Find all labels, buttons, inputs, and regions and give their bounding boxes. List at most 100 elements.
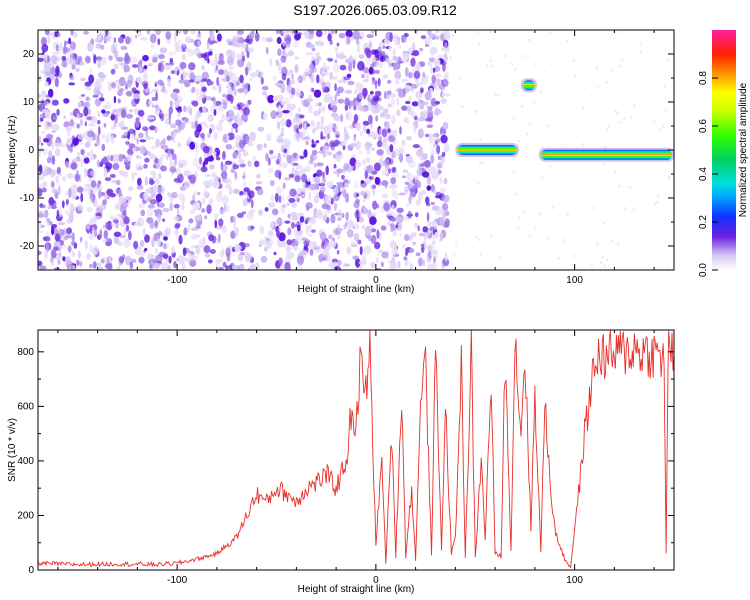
- heatmap-speckle: [204, 215, 208, 220]
- heatmap-speckle: [441, 90, 445, 99]
- heatmap-speckle: [418, 232, 426, 237]
- heatmap-speckle: [233, 118, 238, 124]
- heatmap-speckle: [103, 123, 107, 128]
- heatmap-speckle: [151, 97, 156, 101]
- heatmap-speckle: [297, 212, 304, 217]
- heatmap-speckle: [262, 112, 268, 121]
- heatmap-speckle: [364, 170, 368, 179]
- heatmap-speckle: [426, 175, 432, 185]
- heatmap-speckle: [185, 36, 192, 44]
- heatmap-speckle: [522, 210, 526, 214]
- heatmap-speckle: [301, 136, 307, 141]
- heatmap-speckle: [326, 65, 330, 71]
- heatmap-speckle: [94, 143, 98, 147]
- heatmap-speckle: [113, 95, 117, 104]
- heatmap-speckle: [381, 138, 387, 149]
- heatmap-speckle: [443, 178, 448, 185]
- heatmap-speckle: [169, 162, 176, 168]
- heatmap-speckle: [157, 38, 161, 46]
- heatmap-speckle: [305, 217, 310, 221]
- heatmap-speckle: [415, 199, 421, 206]
- heatmap-speckle: [255, 174, 261, 179]
- heatmap-speckle: [117, 122, 120, 128]
- heatmap-speckle: [237, 253, 244, 262]
- heatmap-speckle: [51, 258, 55, 267]
- heatmap-speckle: [557, 256, 560, 261]
- heatmap-speckle: [75, 67, 80, 73]
- heatmap-speckle: [337, 228, 344, 232]
- heatmap-speckle: [203, 236, 206, 245]
- heatmap-speckle: [230, 168, 236, 174]
- heatmap-speckle: [265, 238, 274, 247]
- heatmap-speckle: [94, 38, 100, 43]
- heatmap-speckle: [136, 155, 139, 159]
- heatmap-speckle: [226, 178, 232, 187]
- heatmap-speckle: [290, 221, 295, 229]
- heatmap-speckle: [354, 123, 359, 129]
- heatmap-speckle: [534, 62, 537, 66]
- heatmap-speckle: [77, 186, 84, 194]
- heatmap-speckle: [355, 258, 361, 268]
- heatmap-speckle: [277, 152, 281, 162]
- heatmap-speckle: [421, 35, 427, 39]
- heatmap-speckle: [397, 216, 404, 223]
- heatmap-speckle: [418, 163, 421, 169]
- heatmap-speckle: [118, 36, 124, 44]
- heatmap-speckle: [339, 64, 347, 71]
- heatmap-speckle: [51, 224, 58, 229]
- heatmap-speckle: [208, 182, 212, 188]
- heatmap-speckle: [148, 63, 153, 67]
- heatmap-speckle: [49, 70, 56, 81]
- heatmap-speckle: [90, 180, 97, 188]
- heatmap-speckle: [359, 131, 363, 137]
- heatmap-speckle: [256, 143, 263, 151]
- heatmap-speckle: [114, 202, 122, 211]
- heatmap-speckle: [159, 47, 167, 54]
- heatmap-speckle: [77, 101, 82, 108]
- heatmap-speckle: [400, 78, 409, 83]
- heatmap-speckle: [383, 159, 391, 167]
- heatmap-speckle: [441, 156, 445, 164]
- heatmap-speckle: [130, 56, 138, 64]
- heatmap-speckle: [384, 90, 387, 100]
- heatmap-speckle: [207, 80, 214, 86]
- heatmap-speckle: [38, 94, 42, 98]
- heatmap-speckle: [661, 125, 665, 129]
- heatmap-speckle: [189, 79, 195, 83]
- heatmap-speckle: [621, 58, 624, 62]
- heatmap-speckle: [496, 93, 500, 97]
- heatmap-speckle: [86, 207, 93, 213]
- heatmap-speckle: [325, 165, 329, 176]
- heatmap-speckle: [197, 40, 201, 47]
- heatmap-speckle: [138, 132, 144, 139]
- heatmap-speckle: [84, 81, 92, 87]
- heatmap-speckle: [84, 239, 88, 250]
- heatmap-speckle: [216, 76, 220, 86]
- heatmap-speckle: [284, 220, 291, 224]
- x-tick-label: 100: [566, 275, 583, 286]
- heatmap-speckle: [503, 54, 507, 58]
- heatmap-speckle: [270, 194, 275, 202]
- heatmap-speckle: [38, 221, 42, 230]
- heatmap-speckle: [113, 237, 120, 244]
- heatmap-speckle: [429, 87, 433, 93]
- heatmap-speckle: [209, 146, 213, 150]
- heatmap-speckle: [428, 122, 434, 126]
- heatmap-speckle: [388, 90, 391, 95]
- snr-ylabel: SNR (10 * v/v): [7, 418, 18, 482]
- heatmap-speckle: [162, 138, 166, 145]
- heatmap-speckle: [213, 180, 220, 189]
- heatmap-speckle: [362, 207, 368, 215]
- heatmap-speckle: [188, 62, 196, 71]
- heatmap-speckle: [623, 116, 626, 121]
- heatmap-speckle: [189, 107, 193, 116]
- heatmap-speckle: [310, 119, 315, 128]
- heatmap-speckle: [282, 39, 286, 47]
- heatmap-speckle: [316, 162, 324, 167]
- heatmap-speckle: [203, 189, 208, 198]
- heatmap-speckle: [178, 163, 184, 169]
- heatmap-speckle: [334, 140, 342, 145]
- heatmap-speckle: [343, 162, 349, 171]
- heatmap-speckle: [79, 158, 84, 168]
- heatmap-speckle: [125, 255, 132, 266]
